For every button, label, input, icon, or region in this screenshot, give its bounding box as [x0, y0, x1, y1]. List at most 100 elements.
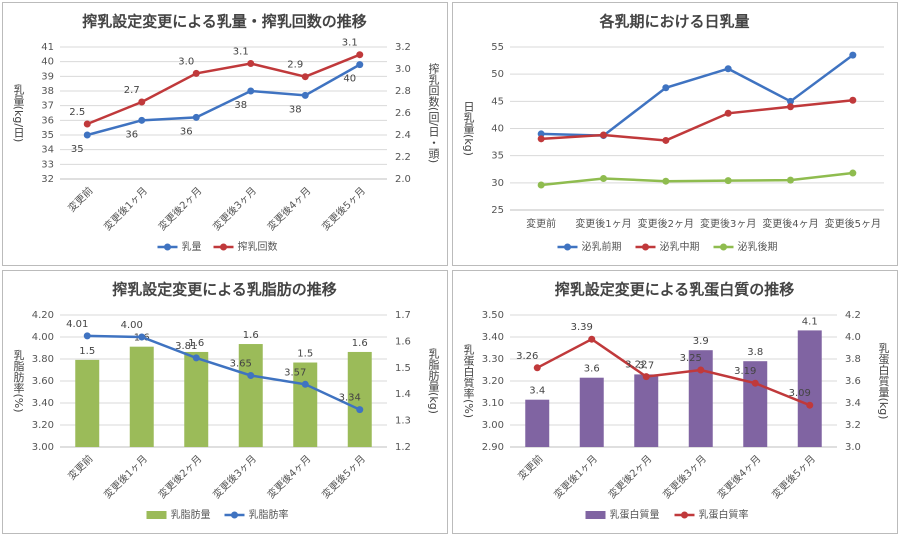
- y-tick-label: 3.80: [32, 354, 54, 365]
- line: [536, 337, 811, 407]
- value-label: 38: [234, 100, 247, 111]
- y-tick-label: 35: [41, 130, 54, 141]
- marker: [83, 120, 91, 128]
- y-tick-label: 3.40: [32, 398, 54, 409]
- value-label: 3.25: [680, 353, 702, 364]
- legend-label: 乳蛋白質率: [699, 508, 749, 521]
- bar: [525, 399, 550, 447]
- marker: [247, 87, 255, 95]
- value-label: 3.65: [230, 359, 252, 370]
- value-label: 4.01: [66, 319, 88, 330]
- marker: [356, 406, 364, 414]
- chart-title: 搾乳設定変更による乳蛋白質の推移: [555, 281, 795, 299]
- y-tick-label: 39: [41, 71, 54, 82]
- bar: [184, 351, 209, 447]
- y-tick-label: 32: [41, 174, 54, 185]
- y2-tick-label: 2.0: [395, 174, 411, 185]
- value-label: 40: [343, 74, 356, 85]
- value-label: 2.7: [124, 85, 140, 96]
- y2-tick-label: 1.6: [395, 336, 411, 347]
- marker: [247, 60, 255, 67]
- value-label: 4.00: [121, 320, 143, 331]
- bar: [347, 351, 372, 447]
- y-axis-title: 乳量(kg/日): [12, 83, 25, 142]
- line: [541, 99, 853, 142]
- panel-border: [2, 2, 448, 266]
- marker: [537, 181, 545, 189]
- marker: [662, 177, 670, 185]
- value-label: 3.39: [571, 322, 593, 333]
- value-label: 1.5: [297, 349, 313, 360]
- y-tick-label: 3.30: [482, 354, 504, 365]
- y-tick-label: 34: [41, 145, 54, 156]
- line: [86, 53, 361, 126]
- marker: [787, 176, 794, 184]
- y-tick-label: 3.20: [482, 376, 504, 387]
- y2-axis-title: 乳脂肪量(kg): [427, 348, 440, 414]
- y2-tick-label: 3.8: [845, 354, 861, 365]
- y2-tick-label: 2.2: [395, 152, 411, 163]
- marker: [787, 97, 794, 105]
- value-label: 3.4: [529, 386, 545, 397]
- marker: [192, 69, 200, 77]
- legend-label: 泌乳中期: [660, 240, 700, 253]
- marker: [849, 169, 857, 177]
- chart-title: 搾乳設定変更による乳脂肪の推移: [112, 281, 337, 299]
- value-label: 1.6: [352, 338, 368, 349]
- value-label: 36: [125, 129, 138, 140]
- value-label: 3.8: [747, 347, 763, 358]
- marker: [642, 373, 650, 381]
- marker: [849, 51, 857, 59]
- y2-tick-label: 2.6: [395, 108, 411, 119]
- marker: [697, 366, 705, 374]
- y-tick-label: 50: [491, 69, 504, 80]
- y-tick-label: 45: [491, 96, 504, 107]
- marker: [600, 174, 607, 182]
- y-tick-label: 3.00: [32, 442, 54, 453]
- marker: [356, 61, 364, 69]
- y2-tick-label: 1.3: [395, 416, 411, 427]
- marker: [724, 177, 732, 185]
- chart-title: 搾乳設定変更による乳量・搾乳回数の推移: [82, 13, 367, 31]
- value-label: 3.09: [789, 388, 811, 399]
- marker: [724, 65, 732, 73]
- legend-swatch: [146, 511, 167, 519]
- y2-axis-title: 搾乳回数(回/日・頭): [427, 62, 440, 164]
- value-label: 1.6: [188, 338, 204, 349]
- marker: [192, 354, 200, 362]
- marker: [83, 131, 91, 139]
- y2-tick-label: 1.2: [395, 442, 411, 453]
- value-label: 35: [71, 144, 84, 155]
- value-label: 3.22: [625, 360, 647, 371]
- value-label: 1.6: [243, 330, 259, 341]
- y-tick-label: 36: [41, 115, 54, 126]
- value-label: 3.0: [178, 56, 194, 67]
- line: [541, 171, 853, 187]
- legend-marker: [220, 243, 227, 251]
- y2-tick-label: 3.2: [395, 42, 411, 53]
- legend-label: 搾乳回数: [238, 240, 278, 253]
- marker: [588, 335, 596, 343]
- y-axis-title: 乳蛋白質率(%): [462, 344, 475, 418]
- value-label: 36: [180, 126, 193, 137]
- marker: [787, 103, 794, 111]
- y-tick-label: 3.10: [482, 398, 504, 409]
- legend-marker: [231, 511, 238, 519]
- legend-label: 乳蛋白質量: [610, 508, 660, 521]
- legend-marker: [720, 243, 727, 251]
- x-tick-label: 変更後2ヶ月: [638, 217, 694, 230]
- value-label: 3.1: [342, 38, 358, 49]
- y2-tick-label: 3.4: [845, 398, 861, 409]
- x-tick-label: 変更前: [526, 217, 556, 230]
- value-label: 1.5: [79, 346, 95, 357]
- legend-swatch: [585, 511, 606, 519]
- y-tick-label: 35: [491, 151, 504, 162]
- panel-border: [452, 2, 898, 266]
- y-tick-label: 4.00: [32, 332, 54, 343]
- legend-label: 乳量: [182, 240, 202, 253]
- y-tick-label: 2.90: [482, 442, 504, 453]
- value-label: 2.9: [287, 60, 303, 71]
- line: [87, 334, 361, 411]
- y2-tick-label: 3.0: [395, 64, 411, 75]
